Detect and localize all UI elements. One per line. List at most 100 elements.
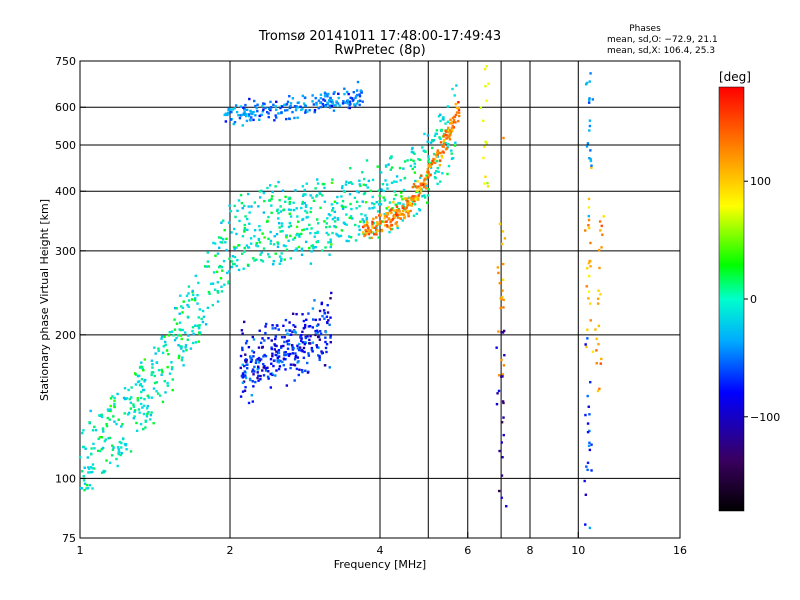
data-point [222, 259, 226, 263]
data-point [402, 188, 406, 192]
data-point [295, 233, 298, 237]
data-point [291, 344, 294, 347]
data-point [303, 326, 307, 329]
data-point [108, 436, 112, 440]
data-point [285, 236, 288, 239]
data-point [279, 230, 282, 233]
data-point [406, 197, 409, 200]
data-point [326, 311, 330, 314]
data-point [419, 182, 422, 185]
data-point [591, 350, 595, 353]
data-point [220, 241, 224, 244]
data-point [365, 159, 369, 162]
data-point [270, 347, 274, 351]
data-point [282, 344, 285, 348]
data-point [136, 397, 139, 400]
data-point [180, 337, 183, 341]
data-point [327, 213, 331, 216]
data-point [276, 360, 279, 363]
data-point [286, 342, 290, 346]
y-tick-label: 500 [55, 139, 76, 152]
data-point [295, 225, 299, 229]
data-point [298, 342, 301, 346]
data-point [151, 366, 154, 369]
data-point [396, 226, 399, 230]
data-point [363, 192, 367, 195]
data-point [130, 386, 133, 389]
data-point [262, 211, 266, 214]
data-point [139, 365, 142, 368]
data-point [257, 356, 261, 360]
data-point [587, 297, 590, 300]
data-point [323, 99, 327, 102]
data-point [330, 99, 334, 102]
data-point [129, 450, 133, 453]
data-point [301, 313, 304, 316]
data-point [324, 246, 327, 249]
data-point [337, 235, 341, 238]
data-point [261, 104, 264, 108]
data-point [261, 337, 264, 340]
data-point [369, 229, 372, 232]
data-point [180, 358, 184, 362]
data-point [363, 224, 366, 228]
data-point [82, 474, 85, 478]
data-point [251, 368, 255, 371]
data-point [291, 352, 295, 355]
data-point [274, 337, 277, 341]
data-point [376, 221, 379, 224]
data-point [362, 177, 366, 181]
data-point [109, 409, 112, 413]
data-point [80, 470, 84, 473]
data-point [430, 162, 434, 166]
data-point [308, 246, 311, 250]
data-point [286, 332, 289, 335]
data-point [392, 216, 395, 220]
data-point [364, 228, 367, 232]
data-point [330, 105, 334, 108]
data-point [375, 228, 378, 231]
data-point [160, 337, 163, 340]
data-point [446, 105, 450, 108]
data-point [589, 241, 592, 245]
data-point [109, 404, 112, 408]
data-point [287, 352, 290, 356]
data-point [181, 328, 184, 332]
data-point [348, 216, 351, 220]
data-point [255, 244, 258, 247]
data-point [125, 397, 129, 400]
data-point [316, 354, 320, 357]
data-point [429, 141, 433, 144]
data-point [271, 352, 274, 355]
data-point [411, 195, 414, 198]
data-point [331, 178, 334, 181]
data-point [315, 101, 318, 105]
data-point [152, 421, 155, 425]
data-point [258, 190, 262, 193]
data-point [225, 248, 228, 252]
data-point [299, 349, 303, 352]
data-point [145, 415, 149, 418]
data-point [98, 414, 101, 417]
data-point [150, 373, 153, 377]
data-point [396, 208, 399, 212]
data-point [221, 269, 224, 272]
data-point [300, 232, 303, 236]
data-point [289, 257, 293, 260]
data-point [170, 330, 174, 333]
data-point [112, 446, 115, 449]
data-point [291, 312, 295, 315]
data-point [295, 106, 298, 109]
data-point [180, 345, 183, 348]
data-point [426, 134, 430, 137]
data-point [103, 439, 107, 443]
data-point [282, 364, 286, 367]
data-point [224, 120, 228, 123]
data-point [253, 370, 256, 373]
data-point [281, 360, 284, 364]
data-point [437, 170, 440, 174]
data-point [389, 220, 392, 224]
data-point [400, 191, 403, 194]
data-point [296, 347, 300, 350]
data-point [266, 375, 270, 379]
